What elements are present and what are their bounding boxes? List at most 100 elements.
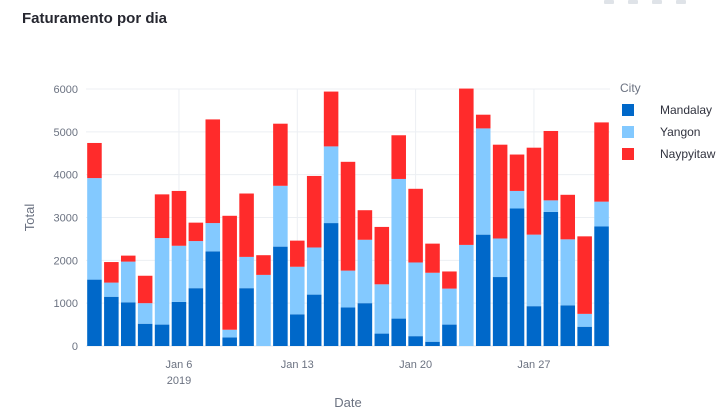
pan-icon[interactable] bbox=[652, 0, 662, 4]
bar-segment bbox=[273, 185, 288, 247]
bar-segment bbox=[357, 210, 373, 240]
bar-segment bbox=[154, 238, 170, 325]
bar-segment bbox=[509, 190, 525, 209]
bar-segment bbox=[560, 305, 576, 346]
bar-segment bbox=[340, 307, 356, 346]
bar-segment bbox=[475, 234, 491, 346]
chart-toolbar[interactable] bbox=[604, 0, 686, 6]
zoom-icon[interactable] bbox=[628, 0, 638, 4]
bar-segment bbox=[340, 270, 356, 308]
legend-swatch bbox=[622, 148, 634, 160]
bar-segment bbox=[526, 147, 542, 235]
bar-segment bbox=[120, 261, 136, 303]
bar-segment bbox=[171, 301, 187, 346]
bar-segment bbox=[374, 226, 390, 285]
bar-segment bbox=[120, 302, 136, 346]
bar-segment bbox=[391, 135, 406, 179]
bar-segment bbox=[323, 91, 339, 147]
bar-segment bbox=[188, 222, 204, 242]
bar-segment bbox=[492, 144, 508, 239]
bar-segment bbox=[340, 161, 356, 271]
y-tick-label: 0 bbox=[72, 341, 78, 353]
bar-segment bbox=[306, 247, 322, 295]
bar-segment bbox=[290, 240, 305, 267]
bar-segment bbox=[442, 324, 457, 346]
legend-title: City bbox=[620, 81, 641, 95]
bar-segment bbox=[442, 271, 457, 289]
bar-segment bbox=[577, 326, 592, 346]
bar-segment bbox=[87, 142, 102, 179]
legend-label: Mandalay bbox=[660, 103, 712, 117]
x-axis-label: Date bbox=[334, 395, 361, 410]
bar-segment bbox=[205, 251, 221, 346]
y-tick-label: 2000 bbox=[54, 255, 78, 267]
bar-segment bbox=[188, 241, 204, 289]
fullscreen-icon[interactable] bbox=[676, 0, 686, 4]
bar-segment bbox=[408, 262, 423, 337]
bar-segment bbox=[509, 208, 525, 346]
bar-segment bbox=[222, 329, 237, 338]
bar-segment bbox=[171, 190, 187, 246]
bar-segment bbox=[120, 255, 136, 262]
bar-segment bbox=[323, 146, 339, 224]
bar-segment bbox=[374, 284, 390, 334]
bar-segment bbox=[425, 341, 440, 346]
x-tick-label: Jan 6 bbox=[166, 359, 193, 371]
bar-segment bbox=[560, 239, 576, 306]
bar-segment bbox=[104, 262, 119, 283]
bar-segment bbox=[256, 255, 271, 275]
bar-segment bbox=[526, 234, 542, 307]
bar-segment bbox=[357, 303, 373, 346]
bar-segment bbox=[290, 314, 305, 346]
x-tick-label: Jan 13 bbox=[281, 359, 314, 371]
bar-segment bbox=[408, 336, 423, 346]
y-tick-label: 5000 bbox=[54, 127, 78, 139]
bar-segment bbox=[509, 154, 525, 191]
y-tick-label: 1000 bbox=[54, 298, 78, 310]
x-tick-label: Jan 27 bbox=[517, 359, 550, 371]
bar-segment bbox=[239, 256, 254, 289]
legend-label: Yangon bbox=[660, 125, 700, 139]
bar-segment bbox=[290, 266, 305, 315]
bar-segment bbox=[425, 243, 440, 273]
chart-title: Faturamento por dia bbox=[22, 10, 168, 27]
bar-segment bbox=[205, 119, 221, 224]
bar-segment bbox=[323, 223, 339, 346]
bar-segment bbox=[526, 306, 542, 346]
bar-segment bbox=[188, 288, 204, 346]
y-tick-label: 4000 bbox=[54, 170, 78, 182]
y-tick-label: 3000 bbox=[54, 213, 78, 225]
bar-segment bbox=[205, 223, 221, 252]
bar-segment bbox=[273, 246, 288, 346]
bar-segment bbox=[273, 123, 288, 186]
bar-segment bbox=[256, 274, 271, 346]
bar-segment bbox=[543, 200, 559, 212]
camera-icon[interactable] bbox=[604, 0, 614, 4]
bar-segment bbox=[137, 323, 153, 346]
bar-segment bbox=[475, 128, 491, 235]
bar-segment bbox=[374, 333, 390, 346]
legend-swatch bbox=[622, 126, 634, 138]
bar-segment bbox=[222, 337, 237, 346]
legend-label: Naypyitaw bbox=[660, 147, 716, 161]
bar-segment bbox=[104, 282, 119, 297]
bar-segment bbox=[391, 178, 406, 319]
x-tick-sublabel: 2019 bbox=[167, 375, 191, 387]
bar-segment bbox=[459, 244, 474, 346]
bar-segment bbox=[594, 122, 609, 202]
bar-segment bbox=[577, 313, 592, 327]
bar-segment bbox=[425, 272, 440, 342]
bar-segment bbox=[442, 288, 457, 325]
bar-segment bbox=[492, 238, 508, 278]
bar-segment bbox=[492, 277, 508, 346]
bar-segment bbox=[475, 114, 491, 129]
bar-segment bbox=[137, 303, 153, 324]
bar-segment bbox=[154, 194, 170, 239]
bar-segment bbox=[357, 239, 373, 304]
bar-segment bbox=[87, 178, 102, 280]
bar-segment bbox=[577, 236, 592, 314]
x-tick-label: Jan 20 bbox=[399, 359, 432, 371]
y-tick-label: 6000 bbox=[54, 84, 78, 96]
bar-segment bbox=[239, 288, 254, 346]
